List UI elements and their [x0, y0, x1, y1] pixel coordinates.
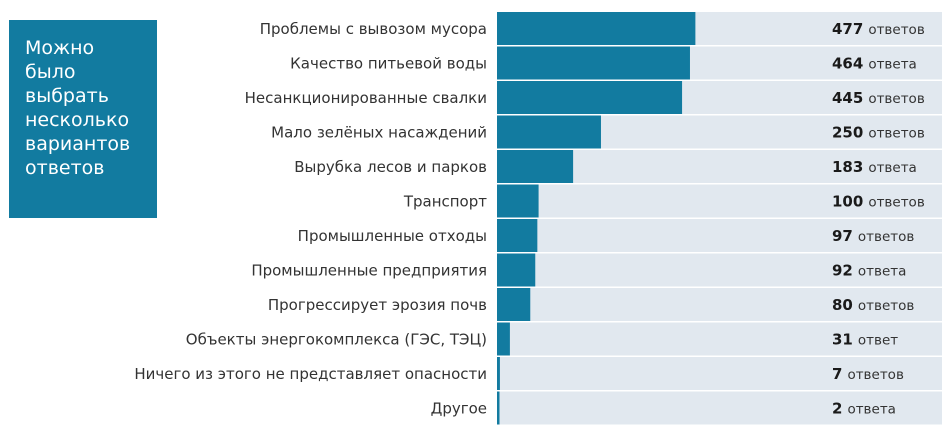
value-label: 477 ответов	[832, 20, 925, 38]
category-label: Проблемы с вывозом мусора	[260, 20, 487, 38]
bar-track	[497, 391, 942, 425]
value-unit: ответа	[868, 57, 917, 73]
value-label: 445 ответов	[832, 89, 925, 107]
value-unit: ответов	[868, 126, 925, 142]
value-number: 2	[832, 400, 842, 418]
category-label: Промышленные отходы	[298, 227, 487, 245]
bar-track	[497, 219, 942, 252]
value-number: 477	[832, 20, 863, 38]
bar	[497, 219, 538, 252]
bar	[497, 288, 531, 321]
value-label: 31 ответ	[832, 331, 898, 349]
bar-track	[497, 253, 942, 287]
value-unit: ответов	[868, 91, 925, 107]
value-label: 92 ответа	[832, 262, 906, 280]
category-label: Мало зелёных насаждений	[271, 124, 487, 142]
bar	[497, 253, 536, 287]
value-label: 2 ответа	[832, 400, 896, 418]
value-number: 92	[832, 262, 853, 280]
category-label: Несанкционированные свалки	[245, 89, 487, 107]
category-label: Объекты энергокомплекса (ГЭС, ТЭЦ)	[186, 331, 487, 349]
bar-track	[497, 184, 942, 218]
value-unit: ответов	[847, 367, 904, 383]
bar	[497, 184, 539, 218]
value-number: 7	[832, 365, 842, 383]
value-label: 80 ответов	[832, 296, 914, 314]
bar	[497, 81, 683, 114]
value-number: 80	[832, 296, 853, 314]
value-label: 100 ответов	[832, 193, 925, 211]
category-label: Ничего из этого не представляет опасност…	[134, 365, 487, 383]
value-unit: ответ	[858, 333, 898, 349]
bar	[497, 322, 510, 356]
value-label: 97 ответов	[832, 227, 914, 245]
bar-track	[497, 288, 942, 321]
value-unit: ответа	[858, 264, 907, 280]
value-label: 250 ответов	[832, 124, 925, 142]
category-label: Другое	[431, 400, 487, 418]
value-number: 100	[832, 193, 863, 211]
category-label: Вырубка лесов и парков	[294, 158, 487, 176]
value-number: 31	[832, 331, 853, 349]
value-unit: ответов	[868, 22, 925, 38]
value-unit: ответа	[868, 160, 917, 176]
value-unit: ответов	[868, 195, 925, 211]
category-label: Качество питьевой воды	[290, 55, 487, 73]
value-number: 183	[832, 158, 863, 176]
value-number: 97	[832, 227, 853, 245]
bar-track	[497, 322, 942, 356]
value-number: 445	[832, 89, 863, 107]
value-number: 464	[832, 55, 863, 73]
note-box: Можно было выбрать несколько вариантов о…	[9, 20, 157, 218]
value-number: 250	[832, 124, 863, 142]
bar	[497, 46, 690, 80]
value-unit: ответов	[858, 229, 915, 245]
bar	[497, 115, 601, 149]
value-label: 7 ответов	[832, 365, 904, 383]
bar-track	[497, 357, 942, 390]
bar	[497, 391, 500, 425]
category-label: Промышленные предприятия	[251, 262, 487, 280]
bar	[497, 150, 574, 183]
category-label: Транспорт	[403, 193, 487, 211]
value-unit: ответов	[858, 298, 915, 314]
category-label: Прогрессирует эрозия почв	[268, 296, 487, 314]
bar	[497, 357, 500, 390]
value-unit: ответа	[847, 402, 896, 418]
bar	[497, 12, 696, 45]
value-label: 464 ответа	[832, 55, 917, 73]
note-text: Можно было выбрать несколько вариантов о…	[25, 37, 131, 179]
value-label: 183 ответа	[832, 158, 917, 176]
